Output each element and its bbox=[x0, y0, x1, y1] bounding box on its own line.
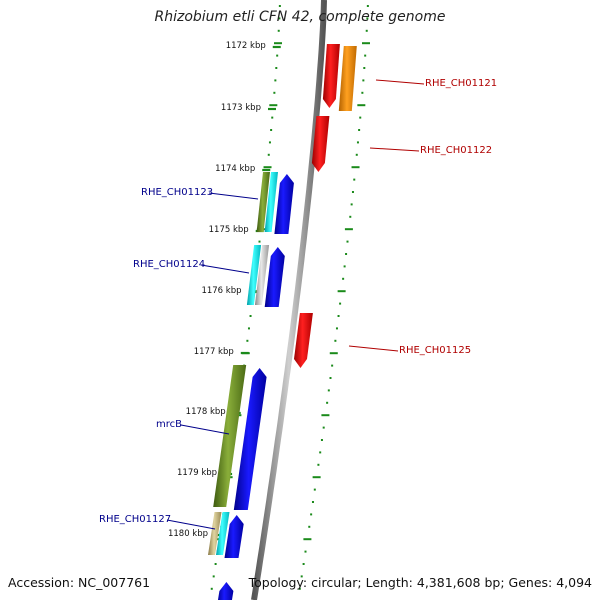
accession-text: Accession: NC_007761 bbox=[8, 575, 151, 590]
gene-bottom-blue bbox=[217, 582, 234, 604]
kbp-tick-label: 1177 kbp bbox=[193, 347, 234, 357]
kbp-tick-label: 1173 kbp bbox=[220, 103, 261, 113]
label-leader-lines bbox=[166, 79, 425, 530]
kbp-tick-label: 1178 kbp bbox=[185, 407, 226, 417]
kbp-tick-label: 1180 kbp bbox=[167, 529, 209, 539]
gene-label-rhe-ch01127[interactable]: RHE_CH01127 bbox=[99, 514, 172, 525]
gene-rhe-ch01122 bbox=[311, 116, 330, 172]
gene-rhe-ch01124-grey bbox=[254, 245, 270, 305]
gene-rhe-ch01123-olive bbox=[256, 172, 270, 232]
gene-rhe-ch01123-blue bbox=[274, 174, 294, 234]
gene-label-rhe-ch01122[interactable]: RHE_CH01122 bbox=[420, 145, 493, 156]
backbone-line bbox=[251, 0, 327, 601]
map-title: Rhizobium etli CFN 42, complete genome bbox=[154, 9, 446, 25]
gene-features bbox=[208, 44, 357, 604]
gene-rhe-ch01123-cyan bbox=[264, 172, 278, 232]
gene-rhe-ch01121-red bbox=[322, 44, 340, 108]
leader-rhe-ch01125 bbox=[348, 345, 399, 352]
gene-rhe-ch01127-blue bbox=[224, 515, 244, 558]
genome-backbone bbox=[251, 0, 327, 601]
gene-mrcb-olive bbox=[213, 365, 247, 507]
kbp-tick-label: 1179 kbp bbox=[177, 468, 218, 478]
gene-mrcb-blue bbox=[233, 368, 267, 510]
gene-rhe-ch01124-cyan bbox=[246, 245, 262, 305]
gene-rhe-ch01127-tan bbox=[208, 512, 222, 555]
gene-label-mrcb[interactable]: mrcB bbox=[156, 419, 182, 430]
genome-summary-text: Topology: circular; Length: 4,381,608 bp… bbox=[248, 575, 592, 590]
leader-rhe-ch01121 bbox=[375, 79, 425, 85]
kbp-tick-label: 1172 kbp bbox=[225, 41, 266, 51]
gene-label-rhe-ch01121[interactable]: RHE_CH01121 bbox=[425, 78, 498, 89]
gene-label-rhe-ch01124[interactable]: RHE_CH01124 bbox=[133, 259, 206, 270]
gene-rhe-ch01125 bbox=[294, 313, 313, 368]
leader-mrcb bbox=[180, 424, 230, 435]
gene-rhe-ch01121-orange bbox=[338, 46, 357, 111]
kbp-tick-label: 1174 kbp bbox=[215, 164, 256, 174]
gene-rhe-ch01124-blue bbox=[264, 247, 285, 307]
leader-rhe-ch01123 bbox=[208, 192, 259, 200]
gene-rhe-ch01127-cyan bbox=[216, 512, 230, 555]
leader-rhe-ch01122 bbox=[369, 147, 420, 152]
leader-rhe-ch01127 bbox=[166, 519, 216, 530]
gene-label-rhe-ch01123[interactable]: RHE_CH01123 bbox=[141, 187, 214, 198]
kbp-tick-label: 1176 kbp bbox=[201, 286, 242, 296]
kbp-tick-label: 1175 kbp bbox=[208, 225, 249, 235]
leader-rhe-ch01124 bbox=[200, 264, 250, 274]
gene-label-rhe-ch01125[interactable]: RHE_CH01125 bbox=[399, 345, 472, 356]
